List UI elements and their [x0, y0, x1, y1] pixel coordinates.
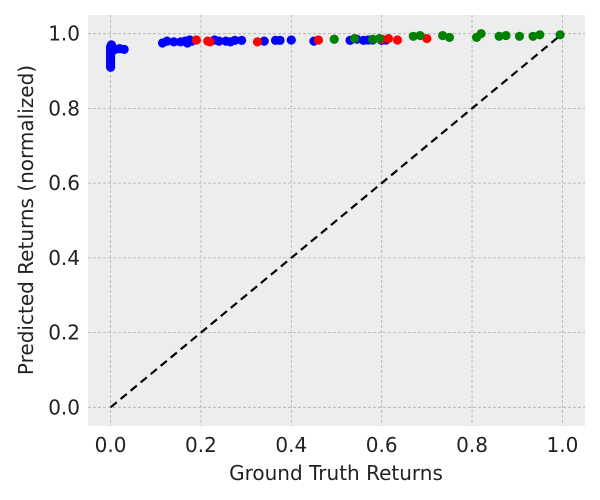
data-point [383, 33, 394, 44]
x-tick-labels: 0.0 0.2 0.4 0.6 0.8 1.0 [95, 433, 579, 457]
y-tick-label: 0.2 [48, 321, 80, 345]
data-point [476, 29, 486, 39]
x-tick-label: 0.0 [95, 433, 127, 457]
data-point [237, 35, 247, 46]
y-tick-labels: 0.0 0.2 0.4 0.6 0.8 1.0 [48, 22, 80, 420]
data-point [313, 35, 324, 45]
y-tick-label: 1.0 [48, 22, 80, 46]
data-point [535, 30, 545, 40]
y-tick-label: 0.6 [48, 171, 80, 195]
data-point [514, 31, 525, 41]
data-point [205, 37, 215, 47]
data-point [214, 36, 224, 46]
data-point [275, 35, 285, 46]
grid-lines [88, 15, 585, 426]
y-axis-label: Predicted Returns (normalized) [14, 65, 38, 375]
data-point [408, 31, 418, 41]
data-point [555, 30, 565, 40]
x-tick-label: 1.0 [547, 433, 579, 457]
data-point [444, 32, 455, 43]
data-point [494, 31, 504, 41]
data-point [252, 37, 263, 47]
data-point [368, 34, 378, 44]
data-point [374, 33, 385, 44]
y-tick-label: 0.0 [48, 395, 80, 419]
x-tick-label: 0.2 [185, 433, 217, 457]
x-tick-label: 0.4 [275, 433, 307, 457]
x-axis-label: Ground Truth Returns [229, 461, 443, 485]
y-tick-label: 0.8 [48, 96, 80, 120]
data-point [259, 36, 269, 46]
data-point [501, 30, 511, 41]
data-point [162, 36, 172, 46]
data-point [415, 30, 425, 41]
data-point [230, 35, 240, 46]
data-points [105, 29, 565, 72]
x-tick-label: 0.6 [366, 433, 398, 457]
reference-line-layer [109, 32, 564, 409]
identity-reference-line [109, 32, 564, 409]
y-tick-label: 0.4 [48, 246, 80, 270]
data-point [329, 34, 339, 44]
data-point [119, 44, 129, 54]
x-tick-label: 0.8 [456, 433, 488, 457]
data-point [349, 33, 360, 44]
data-point [286, 35, 296, 45]
data-point [191, 35, 202, 45]
data-point [392, 35, 403, 45]
data-point [169, 37, 179, 47]
